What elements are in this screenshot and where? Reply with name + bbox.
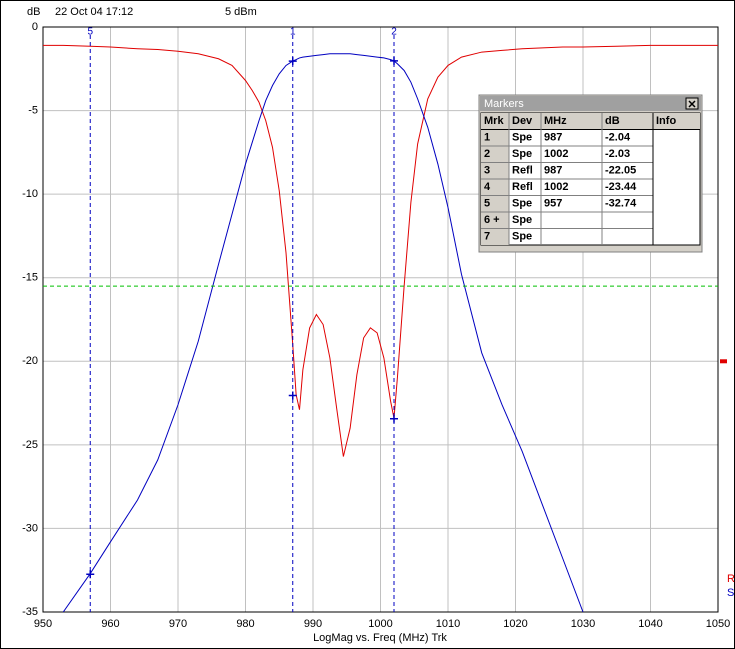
- marker-cross: [86, 570, 95, 579]
- legend-entry: R: [727, 573, 735, 585]
- column-header: Mrk: [484, 115, 504, 127]
- x-tick-label: 1000: [368, 618, 392, 630]
- y-tick-label: 0: [32, 21, 38, 33]
- row-index-bg: [481, 162, 509, 179]
- table-cell: 987: [544, 132, 562, 144]
- x-tick-label: 980: [236, 618, 254, 630]
- trace: [62, 53, 584, 612]
- y-tick-label: -15: [22, 272, 38, 284]
- table-cell: 6 +: [484, 214, 500, 226]
- x-tick-label: 1040: [638, 618, 662, 630]
- table-cell: 5: [484, 198, 490, 210]
- row-index-bg: [481, 228, 509, 245]
- timestamp: 22 Oct 04 17:12: [55, 6, 133, 18]
- column-header: dB: [605, 115, 620, 127]
- markers-window[interactable]: Markers Mrk Dev MHz dB Info 1 Spe 987 -2.04 2 Spe 1…: [478, 94, 703, 253]
- y-tick-label: -5: [28, 104, 38, 116]
- legend-entry: S: [727, 587, 734, 599]
- table-cell: Spe: [512, 132, 532, 144]
- x-tick-label: 1030: [571, 618, 595, 630]
- reference-marker: [720, 359, 727, 364]
- table-cell: 1002: [544, 181, 568, 193]
- markers-title: Markers: [484, 98, 524, 110]
- markers-titlebar: [480, 96, 701, 111]
- table-cell: Refl: [512, 165, 533, 177]
- x-tick-label: 990: [304, 618, 322, 630]
- table-cell: 987: [544, 165, 562, 177]
- table-cell: 1: [484, 132, 490, 144]
- table-cell: -23.44: [605, 181, 637, 193]
- table-header-bg: [481, 113, 700, 130]
- x-tick-label: 1050: [706, 618, 730, 630]
- y-tick-label: -30: [22, 522, 38, 534]
- power-level: 5 dBm: [225, 6, 257, 18]
- y-tick-label: -35: [22, 606, 38, 618]
- marker-cross: [390, 414, 398, 423]
- table-cell: Spe: [512, 148, 532, 160]
- trace: [43, 44, 718, 457]
- table-cell: -2.04: [605, 132, 631, 144]
- close-icon: [688, 100, 696, 108]
- table-cell: -32.74: [605, 198, 637, 210]
- table-cell: Spe: [512, 231, 532, 243]
- x-tick-label: 1020: [503, 618, 527, 630]
- y-tick-label: -20: [22, 355, 38, 367]
- column-header: Info: [656, 115, 676, 127]
- row-index-bg: [481, 129, 509, 146]
- table-cell: Refl: [512, 181, 533, 193]
- x-axis-label: LogMag vs. Freq (MHz) Trk: [313, 632, 447, 644]
- row-index-bg: [481, 212, 509, 229]
- marker-cross: [288, 57, 297, 66]
- y-tick-label: -25: [22, 439, 38, 451]
- table-cell: 3: [484, 165, 490, 177]
- x-tick-label: 960: [101, 618, 119, 630]
- row-index-bg: [481, 146, 509, 163]
- table-cell: 957: [544, 198, 562, 210]
- marker-cross: [390, 56, 398, 65]
- marker-label: 2: [391, 27, 397, 38]
- marker-label: 5: [87, 27, 93, 38]
- table-cell: 2: [484, 148, 490, 160]
- table-cell: 4: [484, 181, 491, 193]
- table-cell: Spe: [512, 214, 532, 226]
- marker-label: 1: [290, 27, 296, 38]
- y-tick-label: -10: [22, 188, 38, 200]
- x-tick-label: 1010: [436, 618, 460, 630]
- marker-cross: [288, 391, 297, 400]
- x-tick-label: 950: [34, 618, 52, 630]
- y-unit: dB: [27, 6, 40, 18]
- row-index-bg: [481, 195, 509, 212]
- column-header: Dev: [512, 115, 533, 127]
- plot-frame: [42, 26, 719, 613]
- x-tick-label: 970: [169, 618, 187, 630]
- table-cell: 7: [484, 231, 490, 243]
- table-cell: 1002: [544, 148, 568, 160]
- column-header: MHz: [544, 115, 567, 127]
- table-cell: Spe: [512, 198, 532, 210]
- table-cell: -22.05: [605, 165, 636, 177]
- row-index-bg: [481, 179, 509, 196]
- table-cell: -2.03: [605, 148, 630, 160]
